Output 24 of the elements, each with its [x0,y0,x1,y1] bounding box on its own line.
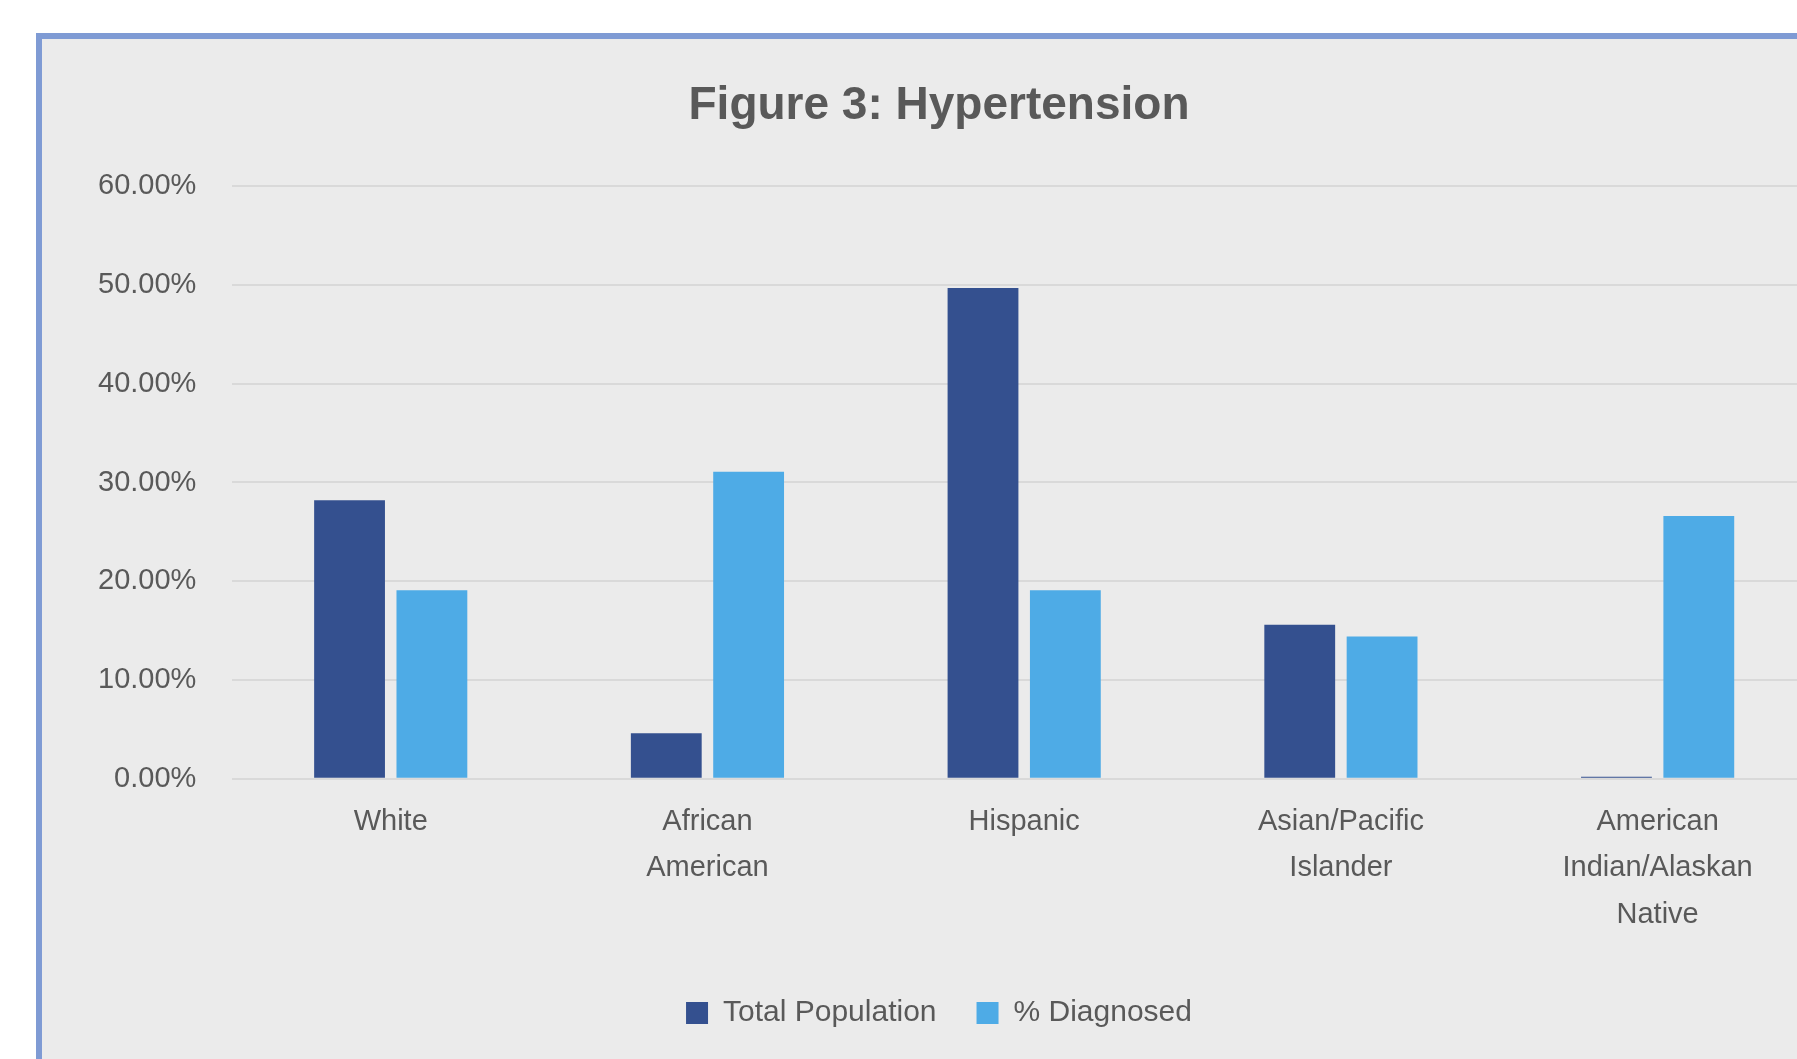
bar [314,500,385,778]
y-tick-label: 30.00% [98,464,197,497]
bar [396,590,468,778]
bar [1264,624,1336,778]
bar [947,287,1019,778]
bar [1029,590,1101,778]
bar [630,733,702,778]
legend-label: Total Population [723,994,937,1028]
y-tick-label: 20.00% [98,563,197,596]
y-tick-label: 50.00% [98,266,197,299]
legend-label: % Diagnosed [1013,994,1192,1028]
x-tick-label: African American [646,804,769,883]
y-tick-label: 40.00% [98,365,197,398]
y-tick-label: 60.00% [98,168,197,201]
x-tick-label: White [353,804,428,836]
x-tick-label: Asian/Pacific Islander [1257,804,1424,883]
x-tick-label: Hispanic [968,804,1080,836]
bar [713,471,785,778]
bar [1346,636,1418,778]
x-tick-label: American Indian/Alaskan Native [1562,804,1753,929]
chart-title: Figure 3: Hypertension [688,77,1190,130]
bar [1663,516,1735,778]
y-tick-label: 10.00% [98,662,197,695]
y-tick-label: 0.00% [114,760,197,793]
